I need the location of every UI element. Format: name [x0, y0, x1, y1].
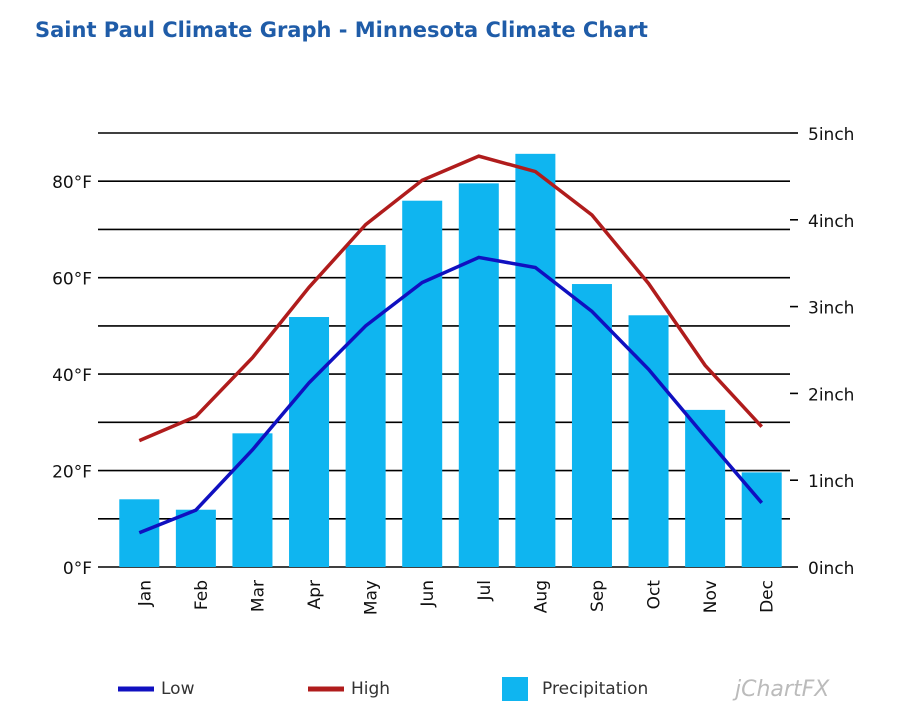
bar — [515, 153, 556, 567]
watermark: jChartFX — [732, 677, 830, 702]
bar — [402, 200, 443, 568]
chart-title: Saint Paul Climate Graph - Minnesota Cli… — [35, 18, 648, 42]
x-tick-label: Jan — [135, 580, 155, 607]
x-tick-label: Mar — [248, 580, 268, 612]
legend-swatch — [502, 677, 528, 701]
legend-label: Low — [161, 679, 195, 699]
y2-tick-label: 3inch — [808, 299, 854, 319]
bar — [289, 317, 330, 567]
line — [138, 154, 763, 443]
y2-tick-label: 1inch — [808, 472, 854, 492]
y-tick-label: 0°F — [63, 559, 92, 579]
bar — [119, 499, 160, 567]
y-tick-label: 40°F — [52, 366, 92, 386]
x-tick-label: Sep — [588, 580, 608, 612]
x-tick-label: Jun — [418, 580, 438, 608]
bar — [458, 183, 499, 567]
bar — [175, 509, 216, 567]
x-tick-label: Dec — [758, 580, 778, 613]
x-tick-label: Nov — [701, 580, 721, 613]
y2-tick-label: 4inch — [808, 212, 854, 232]
y2-tick-label: 5inch — [808, 125, 854, 145]
y2-tick-label: 2inch — [808, 385, 854, 405]
bar — [345, 244, 386, 568]
bar — [685, 409, 726, 567]
legend-label: Precipitation — [542, 679, 648, 699]
x-tick-label: Jul — [475, 580, 495, 602]
y-tick-label: 60°F — [52, 270, 92, 290]
x-tick-label: May — [362, 580, 382, 615]
legend-label: High — [351, 679, 390, 699]
y2-tick-label: 0inch — [808, 559, 854, 579]
x-tick-label: Oct — [645, 580, 665, 610]
x-tick-label: Apr — [305, 580, 325, 609]
bar — [571, 284, 612, 567]
y-tick-label: 20°F — [52, 463, 92, 483]
line — [138, 255, 764, 535]
x-tick-label: Aug — [531, 580, 551, 613]
x-tick-label: Feb — [192, 580, 212, 610]
y-tick-label: 80°F — [52, 173, 92, 193]
bar — [232, 433, 273, 567]
